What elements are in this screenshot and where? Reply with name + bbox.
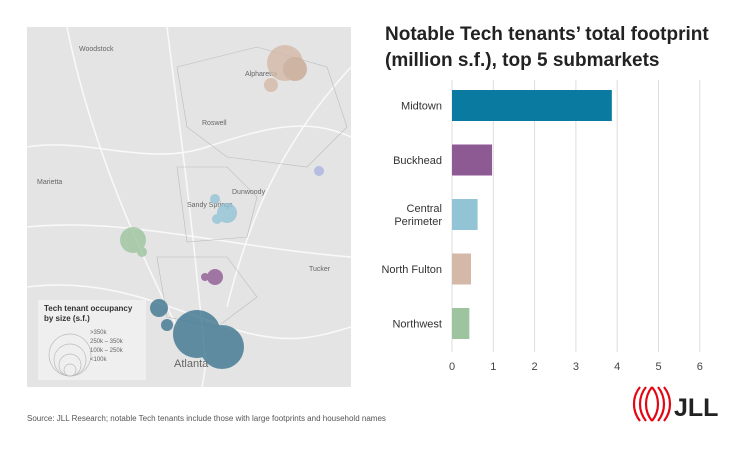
legend-item: 250k – 350k [90,339,123,345]
category-label: Buckhead [393,155,442,167]
category-label: Northwest [392,319,442,331]
size-legend-circles-icon [48,333,92,377]
place-label: Alpharetta [245,71,277,78]
place-label: Tucker [309,266,331,273]
category-label: Central [407,203,442,215]
place-label: Roswell [202,120,227,127]
legend-item: <100k [90,357,107,363]
tenant-bubble [161,319,173,331]
bar-northwest [452,308,470,339]
bar-buckhead [452,144,493,176]
tenant-bubble [314,166,324,176]
place-label: Woodstock [79,46,114,53]
map-legend: Tech tenant occupancy by size (s.f.) >350… [38,300,146,380]
category-label: Perimeter [394,216,442,228]
legend-item: 100k – 250k [90,348,123,354]
tenant-bubble [207,269,223,285]
chart-title: Notable Tech tenants’ total footprint (mi… [385,22,725,74]
x-tick-label: 6 [697,361,703,373]
bar-midtown [452,90,612,121]
bar-north-fulton [452,253,471,285]
x-tick-label: 4 [614,361,620,373]
tenant-bubble [283,57,307,81]
tenant-bubble [264,78,278,92]
place-label: Sandy Springs [187,202,233,209]
place-label: Atlanta [174,358,209,370]
legend-title: Tech tenant occupancy [44,304,133,313]
tenant-bubble [210,194,220,204]
jll-logo: JLL [632,383,727,430]
x-tick-label: 2 [532,361,538,373]
chart-title-line: Notable Tech tenants’ total footprint [385,24,709,45]
x-tick-label: 5 [655,361,661,373]
tenant-bubble [120,227,146,253]
tenant-bubble [217,203,237,223]
x-tick-label: 0 [449,361,455,373]
svg-text:JLL: JLL [674,394,718,422]
tenant-bubble [200,325,244,369]
tenant-bubble [201,273,209,281]
chart-title-line: (million s.f.), top 5 submarkets [385,50,660,71]
tenant-bubble [137,247,147,257]
legend-item: >350k [90,330,107,336]
x-tick-label: 3 [573,361,579,373]
tenant-bubble [212,214,222,224]
source-note: Source: JLL Research; notable Tech tenan… [27,414,386,423]
x-tick-label: 1 [490,361,496,373]
bar-central-perimeter [452,199,478,230]
legend-title: by size (s.f.) [44,314,90,323]
category-label: Midtown [401,101,442,113]
place-label: Marietta [37,179,62,186]
tenant-bubble [150,299,168,317]
category-label: North Fulton [381,264,442,276]
place-label: Dunwoody [232,189,266,196]
